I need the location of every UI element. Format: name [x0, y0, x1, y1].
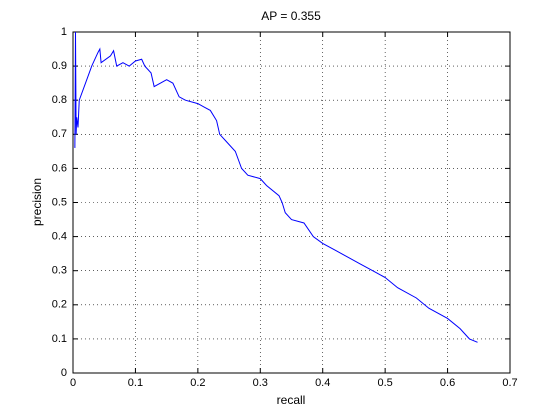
y-tick-label: 0.1 [52, 333, 67, 345]
y-tick-label: 0.6 [52, 162, 67, 174]
y-axis-label: precision [30, 178, 44, 226]
y-tick-label: 0.2 [52, 299, 67, 311]
chart-title: AP = 0.355 [261, 9, 321, 23]
x-tick-label: 0.6 [440, 377, 455, 389]
x-tick-label: 0.7 [502, 377, 517, 389]
y-tick-label: 0.3 [52, 265, 67, 277]
x-tick-label: 0.2 [190, 377, 205, 389]
y-tick-label: 1 [61, 26, 67, 38]
x-tick-label: 0.4 [315, 377, 330, 389]
y-tick-label: 0 [61, 367, 67, 379]
y-tick-label: 0.7 [52, 128, 67, 140]
x-tick-label: 0 [70, 377, 76, 389]
x-tick-label: 0.3 [253, 377, 268, 389]
x-tick-label: 0.5 [377, 377, 392, 389]
pr-curve [74, 31, 478, 343]
y-tick-label: 0.9 [52, 60, 67, 72]
x-tick-label: 0.1 [128, 377, 143, 389]
y-tick-label: 0.8 [52, 94, 67, 106]
y-tick-label: 0.5 [52, 196, 67, 208]
x-axis-label: recall [277, 393, 306, 407]
axes-box [72, 31, 511, 374]
y-tick-label: 0.4 [52, 231, 67, 243]
